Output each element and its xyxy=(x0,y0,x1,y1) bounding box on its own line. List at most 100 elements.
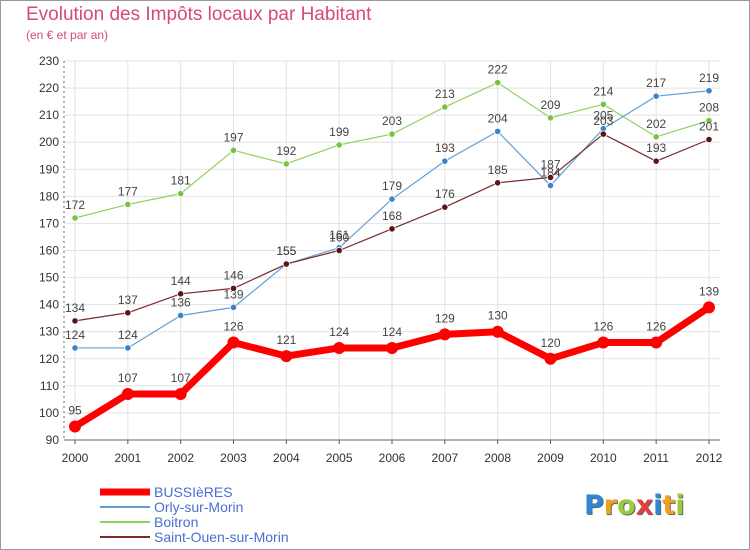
logo-letter: i xyxy=(675,490,685,521)
y-tick-label: 220 xyxy=(39,81,59,95)
data-point xyxy=(177,290,185,298)
data-label: 168 xyxy=(382,209,402,223)
data-label: 172 xyxy=(65,198,85,212)
data-point xyxy=(650,336,663,349)
x-tick-label: 2000 xyxy=(62,451,89,465)
x-tick-label: 2001 xyxy=(114,451,141,465)
data-point xyxy=(388,130,396,138)
data-label: 139 xyxy=(699,284,719,298)
data-label: 160 xyxy=(329,231,349,245)
data-label: 222 xyxy=(488,63,508,77)
y-tick-label: 190 xyxy=(39,162,59,176)
legend-label: Boitron xyxy=(154,514,198,530)
data-label: 181 xyxy=(171,174,191,188)
logo-letter: r xyxy=(603,490,618,521)
data-point xyxy=(597,336,610,349)
data-label: 193 xyxy=(646,141,666,155)
data-point xyxy=(441,203,449,211)
data-point xyxy=(121,387,134,400)
data-label: 176 xyxy=(435,187,455,201)
x-tick-label: 2010 xyxy=(590,451,617,465)
data-point xyxy=(335,141,343,149)
data-point xyxy=(229,146,238,154)
data-label: 139 xyxy=(223,287,243,301)
data-point xyxy=(282,160,290,168)
data-label: 197 xyxy=(223,130,243,144)
data-label: 204 xyxy=(488,111,508,125)
data-label: 107 xyxy=(171,371,191,385)
x-tick-label: 2012 xyxy=(696,451,723,465)
data-point xyxy=(705,87,713,95)
data-point xyxy=(280,350,293,363)
data-label: 201 xyxy=(699,120,719,134)
data-label: 177 xyxy=(118,184,138,198)
data-point xyxy=(494,79,502,87)
data-label: 202 xyxy=(646,117,666,131)
data-label: 95 xyxy=(68,403,82,417)
data-label: 208 xyxy=(699,101,719,115)
y-tick-label: 110 xyxy=(40,379,59,393)
y-tick-label: 100 xyxy=(39,406,59,420)
y-tick-label: 120 xyxy=(39,352,59,366)
y-tick-label: 90 xyxy=(46,433,60,447)
data-label: 121 xyxy=(276,333,296,347)
data-label: 217 xyxy=(646,76,666,90)
y-tick-label: 170 xyxy=(39,216,59,230)
data-label: 185 xyxy=(488,163,508,177)
data-point xyxy=(546,114,555,122)
x-tick-label: 2008 xyxy=(484,451,511,465)
y-tick-label: 200 xyxy=(39,135,59,149)
data-label: 137 xyxy=(118,293,138,307)
data-point xyxy=(705,116,713,125)
y-tick-label: 150 xyxy=(39,271,59,285)
data-point xyxy=(652,157,660,165)
data-label: 192 xyxy=(276,144,296,158)
logo-letter: o xyxy=(617,490,636,521)
data-point xyxy=(333,341,346,354)
data-point xyxy=(652,92,660,100)
data-label: 136 xyxy=(171,295,191,309)
data-point xyxy=(438,328,451,341)
data-point xyxy=(544,352,557,365)
logo-letter: t xyxy=(662,490,676,521)
legend-label: Saint-Ouen-sur-Morin xyxy=(154,529,289,545)
data-label: 124 xyxy=(382,325,402,339)
data-label: 126 xyxy=(223,320,243,334)
data-label: 120 xyxy=(540,336,560,350)
data-label: 129 xyxy=(435,311,455,325)
data-label: 184 xyxy=(540,166,560,180)
data-point xyxy=(177,190,185,198)
data-point xyxy=(71,344,79,352)
data-point xyxy=(124,309,132,317)
data-label: 203 xyxy=(382,114,402,128)
data-point xyxy=(227,336,240,349)
data-point xyxy=(491,325,504,338)
y-tick-label: 230 xyxy=(39,54,59,68)
y-tick-label: 130 xyxy=(39,325,59,339)
data-point xyxy=(229,284,238,292)
x-tick-label: 2002 xyxy=(167,451,194,465)
legend-label: Orly-sur-Morin xyxy=(154,499,243,515)
data-point xyxy=(71,317,79,325)
data-point xyxy=(229,303,238,311)
data-point xyxy=(599,130,607,138)
data-point xyxy=(335,246,343,255)
data-point xyxy=(174,387,187,400)
data-point xyxy=(546,181,555,190)
data-label: 134 xyxy=(65,301,85,315)
y-tick-label: 210 xyxy=(39,108,59,122)
data-label: 126 xyxy=(646,320,666,334)
data-point xyxy=(386,341,398,354)
data-point xyxy=(282,260,290,268)
data-label: 209 xyxy=(540,98,560,112)
data-label: 144 xyxy=(171,274,191,288)
x-tick-label: 2009 xyxy=(537,451,564,465)
data-label: 124 xyxy=(118,328,138,342)
data-point xyxy=(494,179,502,187)
data-label: 155 xyxy=(276,244,296,258)
y-tick-label: 140 xyxy=(39,298,59,312)
data-label: 124 xyxy=(65,328,85,342)
data-label: 187 xyxy=(540,157,560,171)
data-point xyxy=(388,225,396,233)
data-point xyxy=(494,127,502,135)
